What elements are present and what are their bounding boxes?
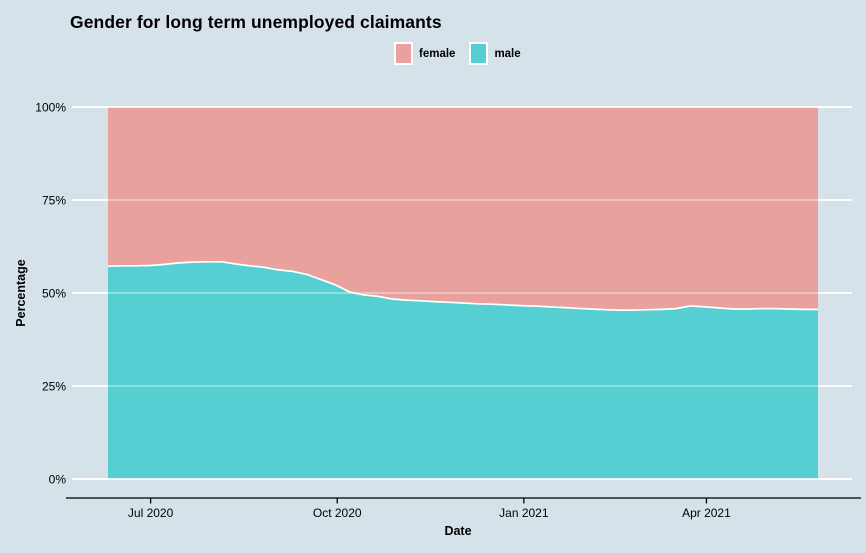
y-tick-label: 0%: [49, 473, 67, 487]
legend-swatch-male-icon: [469, 42, 489, 65]
x-tick-label: Jan 2021: [499, 506, 549, 520]
area-male: [108, 261, 818, 479]
series-boundary-line: [107, 260, 818, 311]
x-tick-label: Oct 2020: [313, 506, 362, 520]
legend-item-female: female: [394, 42, 455, 65]
y-tick-label: 50%: [42, 287, 66, 301]
y-tick-label: 100%: [35, 101, 66, 115]
legend-label-female: female: [419, 47, 456, 60]
legend-item-male: male: [469, 42, 521, 65]
x-tick-label: Apr 2021: [682, 506, 731, 520]
legend-swatch-female-icon: [394, 42, 413, 65]
y-tick-label: 25%: [42, 380, 66, 394]
legend: female male: [394, 42, 521, 65]
area-female: [108, 107, 818, 311]
x-axis-title: Date: [444, 524, 472, 538]
y-tick-label: 75%: [42, 194, 66, 208]
chart-title: Gender for long term unemployed claimant…: [70, 12, 442, 32]
legend-label-male: male: [494, 47, 521, 60]
x-tick-label: Jul 2020: [128, 506, 174, 520]
